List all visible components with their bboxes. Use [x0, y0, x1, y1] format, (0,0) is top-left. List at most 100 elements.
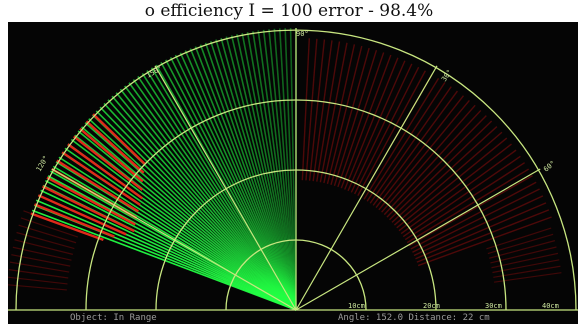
- object-trace-line: [85, 120, 145, 174]
- object-trace-line: [37, 194, 127, 236]
- dim-trace-line: [330, 47, 370, 185]
- sweep-line: [55, 161, 297, 311]
- sweep-line: [95, 110, 297, 311]
- sweep-line: [268, 29, 297, 311]
- sweep-line: [31, 209, 297, 311]
- dim-trace-line: [344, 57, 399, 190]
- sweep-line: [40, 189, 297, 311]
- sweep-line: [137, 76, 297, 311]
- dim-trace-line: [487, 233, 554, 255]
- dim-trace-line: [381, 104, 476, 213]
- status-bar: Object: In Range Angle: 152.0 Distance: …: [8, 312, 578, 324]
- sweep-line: [236, 34, 297, 311]
- dim-trace-line: [398, 143, 512, 232]
- angle-line: [154, 65, 297, 311]
- angle-line: [295, 65, 438, 311]
- sweep-line: [230, 35, 297, 311]
- object-trace-line: [61, 151, 141, 206]
- dim-trace-line: [301, 38, 310, 181]
- dim-trace-line: [486, 227, 552, 250]
- sweep-line: [99, 106, 297, 311]
- sweep-line: [241, 33, 297, 311]
- dim-trace-line: [337, 52, 385, 188]
- sweep-line: [252, 31, 297, 311]
- sweep-line: [128, 82, 297, 311]
- sweep-line: [199, 44, 297, 311]
- dim-trace-line: [312, 40, 333, 182]
- dim-trace-line: [316, 41, 341, 182]
- sweep-line: [111, 95, 297, 311]
- sweep-line: [107, 99, 297, 311]
- sweep-line: [220, 37, 297, 311]
- sweep-line: [119, 88, 297, 311]
- radar-grid: [8, 28, 578, 311]
- caption-text: o efficiency I = 100 error - 98.4%: [0, 0, 578, 22]
- status-angle-distance: Angle: 152.0 Distance: 22 cm: [338, 313, 490, 323]
- object-trace-line: [79, 127, 144, 183]
- status-object: Object: In Range: [70, 313, 157, 323]
- dim-trace-line: [383, 109, 482, 216]
- sweep-line: [225, 36, 297, 311]
- dim-trace-line: [386, 115, 487, 218]
- dim-object-traces: [8, 38, 562, 291]
- sweep-line: [124, 85, 297, 311]
- dim-trace-line: [402, 155, 521, 238]
- radar-screen: 90° 150° 30° 120° 60° 10cm 20cm 30cm 40c…: [8, 22, 578, 324]
- dim-trace-line: [363, 77, 440, 200]
- dim-trace-line: [391, 126, 498, 223]
- dim-trace-line: [489, 240, 556, 259]
- sweep-line: [115, 92, 297, 311]
- sweep-line: [204, 42, 297, 311]
- sweep-line: [209, 40, 297, 311]
- dim-trace-line: [378, 99, 470, 211]
- dim-trace-line: [340, 54, 392, 189]
- sweep-line: [289, 28, 297, 311]
- sweep-line: [88, 118, 297, 311]
- sweep-line: [278, 28, 297, 311]
- angle-label-30: 30°: [440, 68, 454, 83]
- dim-trace-line: [491, 252, 559, 269]
- sweep-line: [160, 62, 297, 311]
- dim-trace-line: [408, 175, 533, 247]
- dim-trace-line: [366, 82, 446, 202]
- sweep-line: [150, 67, 297, 311]
- range-label-3: 30cm: [485, 302, 502, 310]
- angle-label-60: 60°: [542, 159, 557, 173]
- dim-trace-line: [372, 90, 458, 206]
- sweep-line: [246, 32, 297, 311]
- dim-trace-line: [417, 216, 552, 267]
- angle-line: [295, 168, 541, 311]
- sweep-line: [215, 39, 297, 311]
- dim-trace-line: [375, 95, 465, 208]
- sweep-line: [169, 57, 297, 311]
- dim-trace-line: [350, 63, 413, 193]
- object-trace-line: [46, 176, 136, 226]
- object-trace-line: [42, 185, 135, 233]
- sweep-line: [84, 122, 297, 311]
- sweep-line: [81, 126, 297, 311]
- dim-trace-line: [393, 131, 503, 226]
- sweep-line: [103, 102, 297, 311]
- dim-trace-line: [492, 259, 560, 274]
- object-trace-line: [92, 113, 146, 165]
- dim-trace-line: [415, 202, 547, 260]
- sweep-beam: [31, 28, 297, 311]
- dim-trace-line: [369, 86, 452, 204]
- sweep-line: [257, 30, 297, 311]
- dim-trace-line: [333, 49, 378, 187]
- sweep-line: [141, 73, 297, 311]
- sweep-line: [74, 134, 297, 311]
- dim-trace-line: [326, 45, 363, 185]
- sweep-line: [47, 175, 297, 311]
- dim-trace-line: [416, 209, 550, 263]
- dim-trace-line: [396, 137, 508, 229]
- sweep-line: [184, 50, 297, 311]
- dim-trace-line: [319, 42, 348, 183]
- dim-trace-line: [347, 60, 406, 192]
- sweep-line: [146, 70, 297, 311]
- sweep-line: [77, 130, 297, 311]
- dim-trace-line: [490, 246, 557, 264]
- object-trace-line: [67, 143, 143, 200]
- sweep-line: [174, 54, 297, 311]
- dim-trace-line: [353, 66, 420, 195]
